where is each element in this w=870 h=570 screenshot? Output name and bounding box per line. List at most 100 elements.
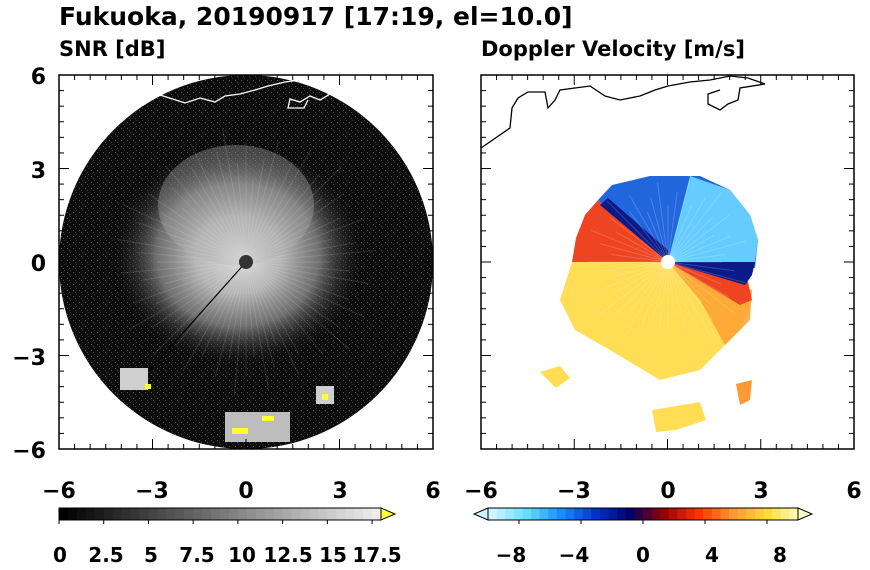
radial-streak <box>245 261 364 318</box>
colorbar-swatch <box>202 508 212 520</box>
colorbar-swatch <box>539 508 549 520</box>
colorbar-tick-label: 15 <box>319 543 347 567</box>
x-tick-label: −6 <box>464 479 498 504</box>
colorbar-swatch <box>228 508 239 520</box>
doppler-echo-patch-southeast <box>736 380 752 405</box>
radial-streak <box>667 261 712 338</box>
radial-streak <box>147 192 247 263</box>
radial-streak <box>151 261 247 329</box>
colorbar-swatch <box>157 508 167 520</box>
colorbar-swatch <box>513 508 523 520</box>
radial-streak <box>245 217 341 263</box>
snr-strong-echo-1 <box>232 428 248 434</box>
colorbar-swatch <box>175 508 185 520</box>
x-tick-label: 6 <box>425 479 440 504</box>
radial-streak <box>598 261 669 316</box>
colorbar-tick-label: 0 <box>53 543 67 567</box>
radial-streak <box>143 261 247 281</box>
x-tick-label: 0 <box>238 479 253 504</box>
doppler-radial-streaks <box>587 181 746 342</box>
colorbar-swatch <box>556 508 566 520</box>
radial-streak <box>201 261 247 357</box>
x-tick-label: 3 <box>753 479 768 504</box>
colorbar-swatch <box>488 508 498 520</box>
radial-streak <box>154 237 247 263</box>
colorbar-swatch <box>496 508 506 520</box>
colorbar-swatch <box>591 508 601 520</box>
snr-colorbar-labels: 0 2.5 5 7.5 10 12.5 15 17.5 <box>53 543 402 567</box>
radial-streak <box>136 251 247 263</box>
colorbar-swatch <box>651 508 661 520</box>
colorbar-swatch <box>318 508 328 520</box>
colorbar-swatch <box>548 508 558 520</box>
radial-streak <box>667 181 691 263</box>
colorbar-swatch <box>686 508 696 520</box>
radial-streak <box>121 261 247 274</box>
radial-streak <box>183 261 247 371</box>
radial-streak <box>245 218 364 263</box>
radial-streak <box>216 261 247 342</box>
radial-streak <box>667 261 722 285</box>
colorbar-swatch <box>772 508 782 520</box>
colorbar-swatch <box>112 508 123 520</box>
radial-streak <box>123 204 247 263</box>
colorbar-swatch <box>246 508 257 520</box>
radial-streak <box>245 261 270 390</box>
doppler-site-blank <box>661 255 675 269</box>
radial-streak <box>667 216 714 263</box>
radial-streak <box>245 173 321 263</box>
radial-streak <box>245 261 299 353</box>
colorbar-swatch <box>85 508 96 520</box>
colorbar-swatch <box>746 508 756 520</box>
colorbar-swatch <box>763 508 773 520</box>
radial-streak <box>667 234 716 263</box>
radial-streak <box>245 184 301 263</box>
colorbar-swatch <box>211 508 221 520</box>
colorbar-swatch <box>148 508 158 520</box>
radial-streak <box>601 261 669 272</box>
radial-streak <box>194 261 247 336</box>
y-tick-label: 6 <box>31 65 46 90</box>
colorbar-swatch <box>130 508 140 520</box>
radial-streak <box>213 173 247 263</box>
radial-streak <box>215 151 247 263</box>
radial-streak <box>153 261 247 355</box>
radial-streak <box>615 261 669 315</box>
colorbar-swatch <box>184 508 194 520</box>
colorbar-swatch <box>599 508 610 520</box>
colorbar-tick-label: 4 <box>705 543 719 567</box>
radial-streak <box>657 261 669 342</box>
radial-streak <box>228 261 247 360</box>
x-tick-label: −3 <box>557 479 591 504</box>
radial-streak <box>596 261 669 292</box>
snr-clutter-southwest <box>120 368 148 390</box>
radial-streak <box>245 261 341 329</box>
colorbar-tick-label: 12.5 <box>263 543 312 567</box>
colorbar-tick-label: 7.5 <box>179 543 214 567</box>
colorbar-swatch <box>103 508 114 520</box>
snr-beam-blockage-line <box>149 261 247 371</box>
colorbar-swatch <box>336 508 346 520</box>
colorbar-swatch <box>282 508 293 520</box>
colorbar-swatch <box>255 508 266 520</box>
colorbar-swatch <box>354 508 364 520</box>
colorbar-swatch <box>309 508 319 520</box>
colorbar-tick-label: 8 <box>773 543 787 567</box>
radial-streak <box>245 192 345 263</box>
radial-streak <box>667 261 735 272</box>
colorbar-tick-label: −4 <box>559 543 590 567</box>
radial-streak <box>245 178 254 263</box>
snr-colorbar <box>58 507 397 524</box>
radial-streak <box>222 129 247 263</box>
colorbar-swatch <box>737 508 747 520</box>
colorbar-swatch <box>625 508 635 520</box>
colorbar-swatch <box>273 508 284 520</box>
colorbar-swatch <box>729 508 739 520</box>
radial-streak <box>173 261 247 323</box>
colorbar-swatch <box>345 508 355 520</box>
doppler-echo-patch-south <box>652 402 706 432</box>
radial-streak <box>245 261 324 354</box>
radial-streak <box>214 261 247 378</box>
y-tick-label: −6 <box>12 439 46 464</box>
colorbar-swatch <box>668 508 678 520</box>
